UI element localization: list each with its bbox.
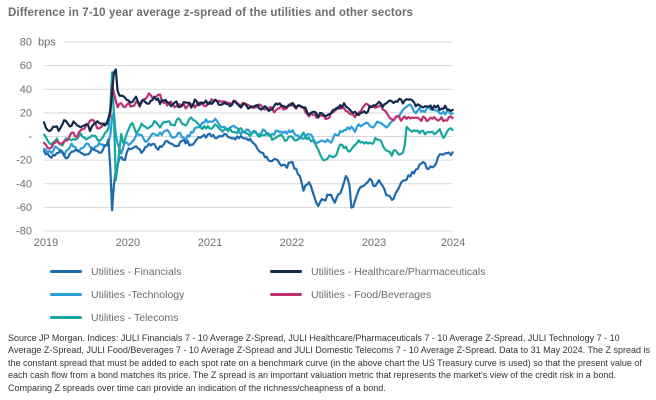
x-axis-tick-label: 2022 xyxy=(280,237,304,249)
x-axis-tick-label: 2021 xyxy=(198,237,222,249)
y-axis-tick-label: -40 xyxy=(16,178,32,190)
y-axis-tick-label: 40 xyxy=(20,84,32,96)
source-note: Source JP Morgan. Indices: JULI Financia… xyxy=(8,333,651,393)
legend-label: Utilities - Telecoms xyxy=(91,311,179,324)
legend-swatch-icon xyxy=(50,293,82,296)
legend-swatch-icon xyxy=(270,293,302,296)
legend-item: Utilities - Financials xyxy=(50,260,270,283)
y-axis-tick-label: - xyxy=(28,131,32,143)
x-axis-tick-label: 2024 xyxy=(441,237,465,249)
series-line-3 xyxy=(42,71,454,182)
legend-swatch-icon xyxy=(270,270,302,273)
series-line-2 xyxy=(42,103,454,157)
y-axis-tick-label: 80 xyxy=(20,37,32,49)
chart-title: Difference in 7-10 year average z-spread… xyxy=(8,7,414,19)
chart-legend: Utilities - Financials Utilities -Technol… xyxy=(50,260,485,329)
y-axis-unit-label: bps xyxy=(38,37,56,49)
y-axis-tick-label: -60 xyxy=(16,202,32,214)
legend-column: Utilities - Healthcare/Pharmaceuticals Ut… xyxy=(270,260,485,329)
line-chart: 80 60 40 20 - -20 -40 -60 -80 bps 2019 2020 2021 2022… xyxy=(16,37,465,250)
legend-item: Utilities - Food/Beverages xyxy=(270,283,485,306)
series-line-4 xyxy=(42,68,454,133)
legend-swatch-icon xyxy=(50,270,82,273)
x-axis-tick-label: 2020 xyxy=(116,237,140,249)
legend-swatch-icon xyxy=(50,316,82,319)
legend-label: Utilities - Food/Beverages xyxy=(311,288,432,301)
legend-item: Utilities -Technology xyxy=(50,283,270,306)
x-axis-tick-label: 2023 xyxy=(362,237,386,249)
series-line-1 xyxy=(42,132,454,212)
y-axis-tick-label: -80 xyxy=(16,226,32,238)
legend-item: Utilities - Telecoms xyxy=(50,306,270,329)
y-axis-tick-label: -20 xyxy=(16,155,32,167)
legend-label: Utilities - Financials xyxy=(91,265,182,278)
y-axis-tick-label: 20 xyxy=(20,107,32,119)
x-axis-tick-label: 2019 xyxy=(34,237,58,249)
y-axis-tick-label: 60 xyxy=(20,60,32,72)
legend-item: Utilities - Healthcare/Pharmaceuticals xyxy=(270,260,485,283)
legend-column: Utilities - Financials Utilities -Technol… xyxy=(50,260,270,329)
legend-label: Utilities - Healthcare/Pharmaceuticals xyxy=(311,265,486,278)
legend-label: Utilities -Technology xyxy=(91,288,185,301)
